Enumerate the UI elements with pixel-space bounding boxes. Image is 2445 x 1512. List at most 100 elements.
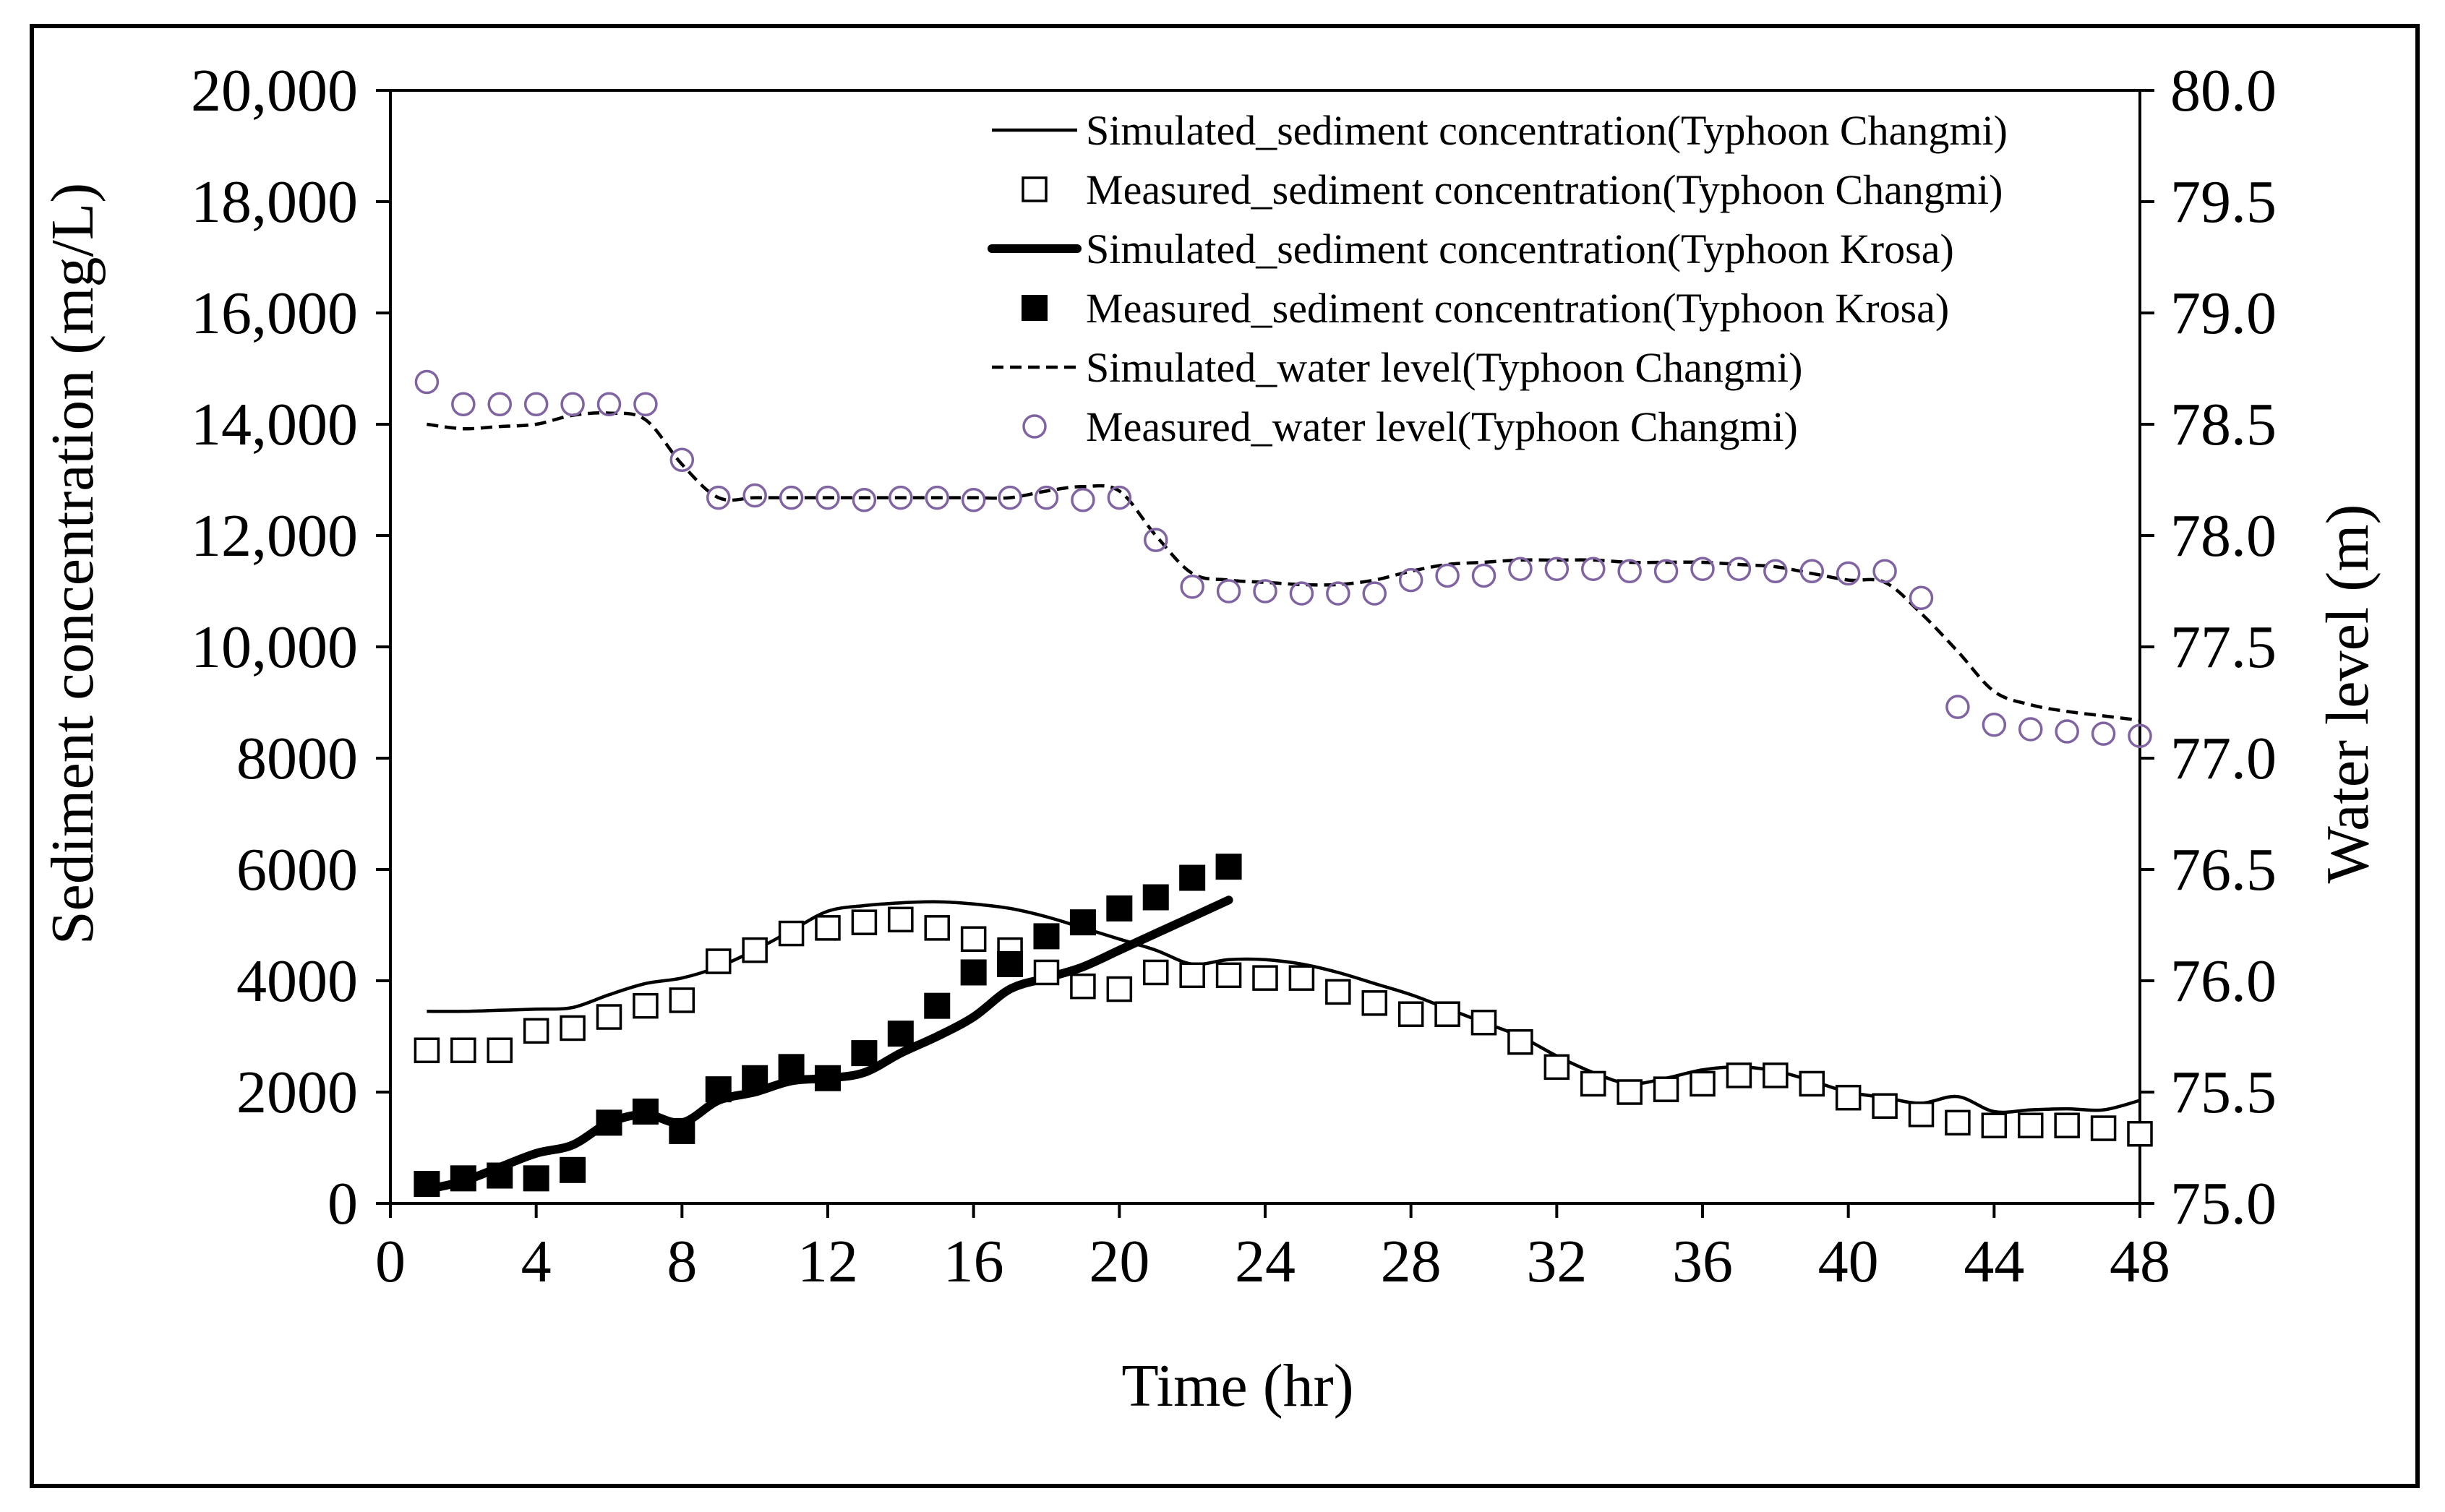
y2-tick-label: 79.5 — [2170, 168, 2277, 236]
series-2-point — [1908, 1101, 1935, 1127]
series-6-point — [742, 483, 767, 508]
y2-axis-title: Water level (m) — [2314, 504, 2381, 884]
legend-label-4: Measured_sediment concentration(Typhoon … — [1086, 285, 1949, 332]
y2-tick-label: 77.0 — [2170, 725, 2277, 792]
series-2-point — [1288, 965, 1315, 991]
x-tick-label: 36 — [1672, 1228, 1733, 1295]
series-2-point — [706, 948, 732, 974]
x-tick-label: 12 — [797, 1228, 858, 1295]
series-6-point — [1909, 585, 1934, 610]
series-2-point — [742, 937, 768, 963]
y2-tick-label: 77.5 — [2170, 614, 2277, 681]
series-2-point — [560, 1015, 586, 1041]
legend-swatch-4 — [1022, 295, 1048, 321]
series-6-point — [998, 485, 1022, 510]
x-tick-label: 8 — [667, 1228, 697, 1295]
series-6-point — [1872, 559, 1897, 584]
series-4-point — [924, 992, 951, 1019]
series-2-point — [2018, 1112, 2044, 1138]
legend-swatch-2 — [1022, 176, 1048, 202]
series-4-point — [560, 1156, 586, 1183]
series-2-point — [1215, 962, 1242, 989]
series-6-point — [1435, 563, 1460, 588]
series-2-point — [1799, 1070, 1825, 1097]
series-2-point — [487, 1037, 513, 1063]
series-6-point — [706, 485, 731, 510]
y2-tick-label: 75.5 — [2170, 1059, 2277, 1126]
x-tick-label: 28 — [1381, 1228, 1442, 1295]
series-4-point — [632, 1098, 659, 1125]
x-tick-label: 24 — [1235, 1228, 1296, 1295]
series-6-point — [1107, 485, 1132, 510]
x-axis-title: Time (hr) — [1121, 1352, 1353, 1419]
series-4-point — [414, 1171, 440, 1198]
series-6-point — [1071, 487, 1095, 512]
series-6-point — [815, 485, 840, 510]
series-2-point — [633, 992, 659, 1019]
series-6-point — [487, 392, 512, 417]
series-2-point — [450, 1037, 476, 1063]
series-6-point — [2128, 723, 2152, 748]
series-2-point — [815, 915, 841, 941]
y-tick-label: 12,000 — [191, 502, 358, 570]
series-2-point — [1872, 1093, 1898, 1119]
series-2-point — [1252, 965, 1278, 991]
y-tick-label: 16,000 — [191, 280, 358, 347]
series-2-point — [1033, 959, 1060, 986]
series-2-point — [596, 1004, 622, 1030]
x-tick-label: 16 — [943, 1228, 1004, 1295]
series-4-point — [997, 950, 1024, 977]
series-2-point — [1143, 959, 1169, 986]
y2-tick-label: 79.0 — [2170, 280, 2277, 347]
series-2-point — [523, 1018, 549, 1044]
y-tick-label: 6000 — [236, 836, 358, 903]
series-4-point — [450, 1165, 476, 1192]
series-2-point — [924, 915, 950, 941]
series-4-point — [851, 1040, 878, 1067]
series-6-point — [1763, 559, 1788, 584]
series-2-point — [2127, 1121, 2153, 1147]
x-tick-label: 40 — [1818, 1228, 1879, 1295]
series-6-point — [1398, 567, 1423, 593]
x-tick-label: 48 — [2110, 1228, 2170, 1295]
series-2-point — [888, 906, 914, 933]
series-6-point — [1180, 575, 1204, 599]
legend: Simulated_sediment concentration(Typhoon… — [988, 107, 2008, 450]
series-2-point — [1397, 1001, 1424, 1027]
y-tick-label: 8000 — [236, 725, 358, 792]
legend-label-1: Simulated_sediment concentration(Typhoon… — [1086, 107, 2008, 154]
series-6-point — [414, 369, 440, 395]
series-6-point — [961, 487, 986, 512]
y-tick-label: 20,000 — [191, 57, 358, 124]
series-6-point — [1836, 561, 1861, 586]
series-6-point — [1581, 557, 1606, 581]
series-6-point — [1617, 559, 1642, 584]
y2-tick-label: 75.0 — [2170, 1170, 2277, 1237]
series-2-point — [1580, 1070, 1606, 1097]
y-axis-title: Sediment concentration (mg/L) — [39, 183, 106, 945]
x-tick-label: 32 — [1526, 1228, 1587, 1295]
series-2-point — [1617, 1079, 1643, 1105]
series-4-point — [1069, 909, 1096, 936]
x-tick-label: 44 — [1964, 1228, 2024, 1295]
y-tick-label: 18,000 — [191, 168, 358, 236]
y2-tick-label: 76.5 — [2170, 836, 2277, 903]
series-4-point — [960, 959, 987, 986]
series-4-point — [815, 1065, 841, 1091]
series-2-point — [778, 920, 805, 947]
series-2-point — [1763, 1062, 1789, 1088]
y2-tick-label: 78.0 — [2170, 502, 2277, 570]
series-6-point — [925, 485, 949, 510]
series-6-point — [1726, 557, 1752, 581]
y-tick-label: 0 — [327, 1170, 358, 1237]
series-4-point — [669, 1117, 695, 1144]
y2-tick-label: 80.0 — [2170, 57, 2277, 124]
legend-label-5: Simulated_water level(Typhoon Changmi) — [1086, 344, 1802, 391]
series-4-point — [596, 1109, 622, 1136]
y-tick-label: 10,000 — [191, 614, 358, 681]
series-2-point — [2054, 1112, 2080, 1138]
series-4-point — [523, 1165, 549, 1192]
series-6-point — [1690, 557, 1715, 581]
series-6-point — [1362, 581, 1387, 606]
